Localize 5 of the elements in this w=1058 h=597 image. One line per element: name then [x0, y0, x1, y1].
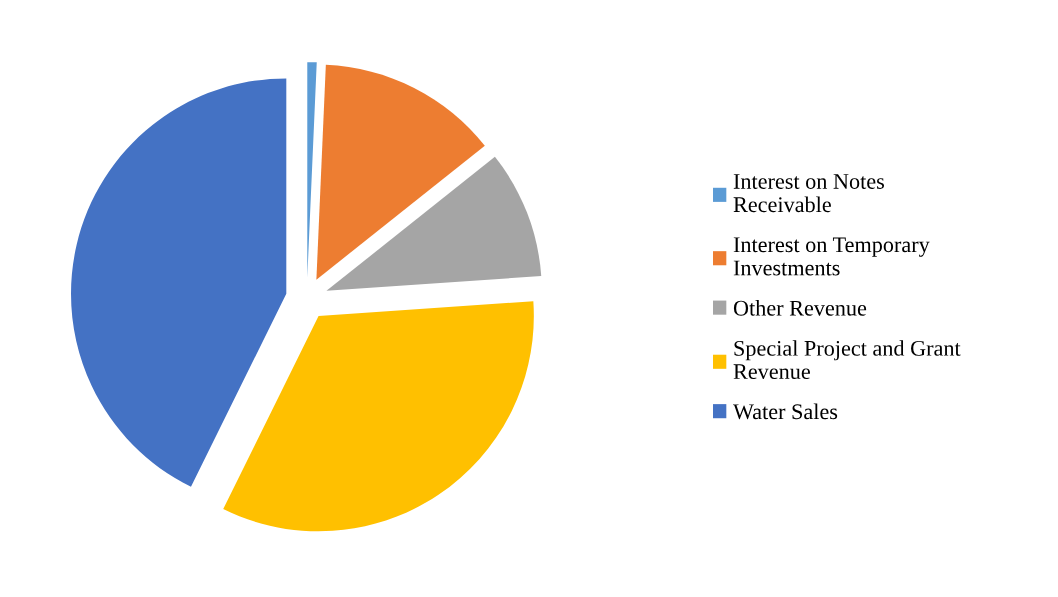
legend-label: Interest on Notes Receivable [733, 174, 884, 213]
legend-label: Special Project and Grant Revenue [733, 340, 961, 380]
legend-label: Water Sales [733, 403, 838, 420]
legend-label: Interest on Temporary Investments [733, 237, 930, 276]
legend-label: Other Revenue [733, 300, 867, 316]
